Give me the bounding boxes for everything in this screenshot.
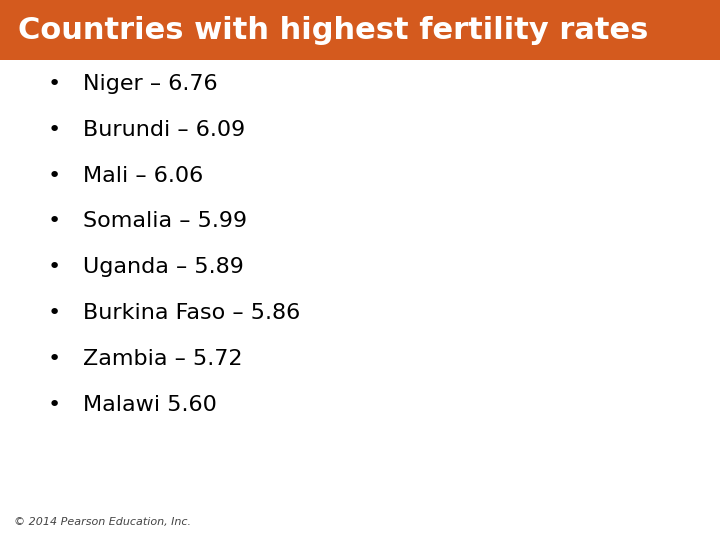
Text: •: • — [48, 211, 60, 232]
Text: Burundi – 6.09: Burundi – 6.09 — [83, 119, 245, 140]
Text: Countries with highest fertility rates: Countries with highest fertility rates — [18, 16, 649, 45]
Text: Niger – 6.76: Niger – 6.76 — [83, 73, 217, 94]
Text: Malawi 5.60: Malawi 5.60 — [83, 395, 217, 415]
Bar — [0, 0, 720, 60]
Text: Burkina Faso – 5.86: Burkina Faso – 5.86 — [83, 303, 300, 323]
Text: •: • — [48, 349, 60, 369]
Text: •: • — [48, 303, 60, 323]
Text: © 2014 Pearson Education, Inc.: © 2014 Pearson Education, Inc. — [14, 516, 192, 526]
Text: •: • — [48, 119, 60, 140]
Text: •: • — [48, 73, 60, 94]
Text: •: • — [48, 395, 60, 415]
Text: •: • — [48, 165, 60, 186]
Text: Zambia – 5.72: Zambia – 5.72 — [83, 349, 243, 369]
Text: Mali – 6.06: Mali – 6.06 — [83, 165, 203, 186]
Text: Uganda – 5.89: Uganda – 5.89 — [83, 257, 243, 278]
Text: Somalia – 5.99: Somalia – 5.99 — [83, 211, 247, 232]
Text: •: • — [48, 257, 60, 278]
